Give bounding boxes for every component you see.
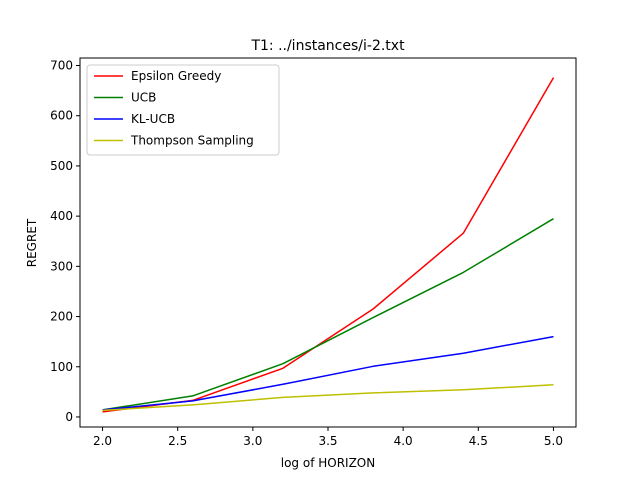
- y-axis: 0 100 200 300 400 500 600 700: [50, 59, 80, 424]
- x-tick-label: 3.5: [318, 434, 337, 448]
- y-tick-label: 600: [50, 109, 73, 123]
- y-axis-label: REGRET: [25, 218, 39, 267]
- x-tick-label: 2.0: [93, 434, 112, 448]
- chart-title: T1: ../instances/i-2.txt: [250, 38, 405, 54]
- series-line-ucb: [102, 218, 554, 411]
- x-tick-label: 2.5: [168, 434, 187, 448]
- legend: Epsilon Greedy UCB KL-UCB Thompson Sampling: [86, 64, 280, 156]
- y-tick-label: 500: [50, 159, 73, 173]
- x-tick-label: 4.5: [469, 434, 488, 448]
- legend-label: UCB: [131, 91, 156, 105]
- legend-label: Thompson Sampling: [130, 134, 254, 148]
- series-line-thompson-sampling: [102, 384, 554, 412]
- x-tick-label: 4.0: [394, 434, 413, 448]
- x-axis-label: log of HORIZON: [281, 456, 375, 470]
- x-axis: 2.0 2.5 3.0 3.5 4.0 4.5 5.0: [93, 427, 563, 448]
- y-tick-label: 200: [50, 310, 73, 324]
- legend-box: [86, 64, 280, 156]
- x-tick-label: 5.0: [544, 434, 563, 448]
- y-tick-label: 700: [50, 59, 73, 73]
- legend-label: KL-UCB: [131, 112, 175, 126]
- y-tick-label: 0: [65, 410, 73, 424]
- y-tick-label: 100: [50, 360, 73, 374]
- x-tick-label: 3.0: [243, 434, 262, 448]
- y-tick-label: 400: [50, 209, 73, 223]
- y-tick-label: 300: [50, 259, 73, 273]
- series-line-kl-ucb: [102, 335, 554, 411]
- legend-label: Epsilon Greedy: [131, 69, 221, 83]
- plot-lines: [102, 77, 555, 413]
